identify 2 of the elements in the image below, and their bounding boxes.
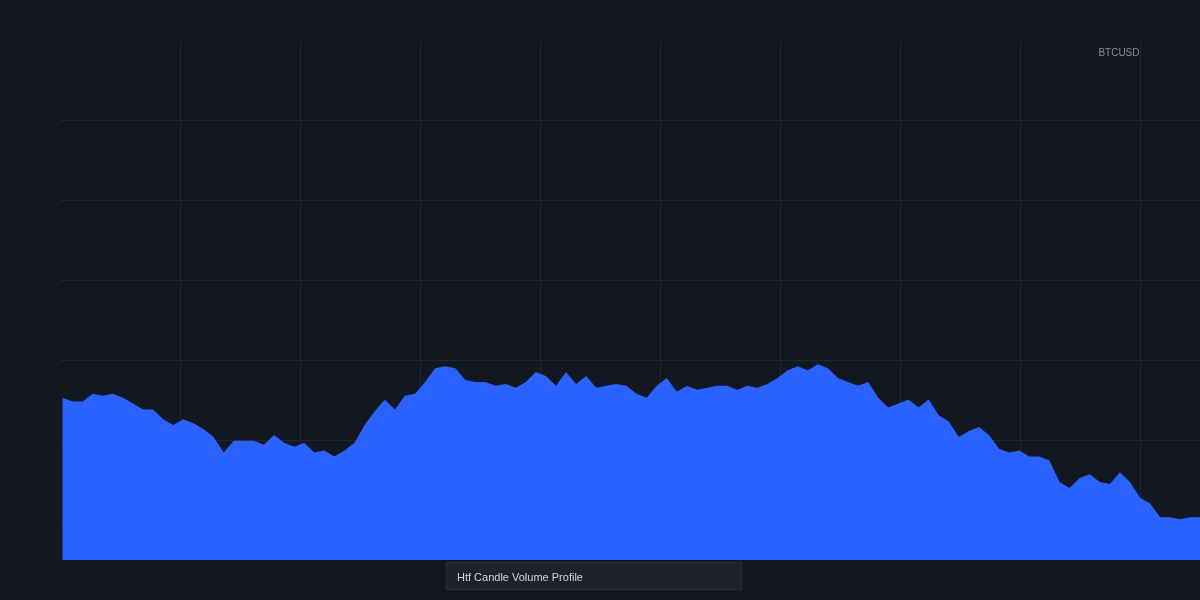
chart-title: BTCUSD [1098, 46, 1140, 58]
text: Htf Candle Volume Profile [446, 562, 742, 590]
